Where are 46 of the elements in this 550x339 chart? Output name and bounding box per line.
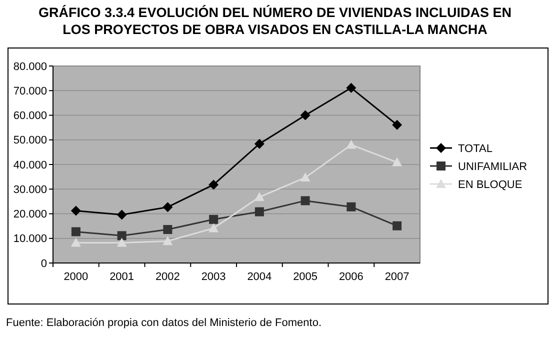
point xyxy=(162,236,173,246)
y-tick-label: 70.000 xyxy=(13,85,47,98)
source-note: Fuente: Elaboración propia con datos del Ministerio de Fomento. xyxy=(6,317,322,329)
y-tick-label: 30.000 xyxy=(13,184,47,196)
y-tick-label: 60.000 xyxy=(13,110,47,122)
point xyxy=(346,202,356,212)
y-tick-label: 10.000 xyxy=(13,233,47,246)
point xyxy=(71,227,80,236)
y-tick-label: 80.000 xyxy=(13,60,47,73)
legend-label: EN BLOQUE xyxy=(458,178,522,191)
y-tick-label: 20.000 xyxy=(13,208,47,221)
x-tick-label: 2001 xyxy=(110,271,134,283)
point xyxy=(346,140,356,149)
point xyxy=(208,180,219,190)
point xyxy=(70,238,81,247)
point xyxy=(116,238,127,247)
point xyxy=(162,202,173,212)
point xyxy=(300,196,310,206)
point xyxy=(392,221,402,230)
x-tick-label: 2002 xyxy=(155,271,180,283)
legend-label: TOTAL xyxy=(458,142,492,155)
point xyxy=(392,120,402,130)
point xyxy=(300,110,310,120)
point xyxy=(116,210,127,220)
x-tick-label: 2004 xyxy=(247,271,272,283)
y-tick-label: 50.000 xyxy=(13,134,47,147)
point xyxy=(209,214,218,224)
x-tick-label: 2007 xyxy=(384,271,410,283)
point xyxy=(70,206,81,216)
point xyxy=(117,231,126,240)
x-tick-label: 2006 xyxy=(338,271,364,283)
chart-title: GRÁFICO 3.3.4 EVOLUCIÓN DEL NÚMERO DE VIVIENDAS INCLUIDAS EN LOS PROYECTOS DE OBRA VISADOS EN CASTILLA-LA MANCHA xyxy=(38,5,512,37)
x-tick-label: 2000 xyxy=(64,271,88,283)
point xyxy=(254,192,264,202)
y-tick-label: 40.000 xyxy=(13,159,47,172)
point xyxy=(392,157,402,166)
point xyxy=(208,223,219,232)
point xyxy=(254,207,264,216)
point xyxy=(254,138,264,149)
point xyxy=(300,172,310,182)
point xyxy=(163,225,172,234)
point xyxy=(346,82,356,93)
x-tick-label: 2005 xyxy=(293,271,318,283)
y-tick-label: 0 xyxy=(40,258,47,270)
x-tick-label: 2003 xyxy=(201,271,226,283)
legend-label: UNIFAMILIAR xyxy=(458,160,528,173)
